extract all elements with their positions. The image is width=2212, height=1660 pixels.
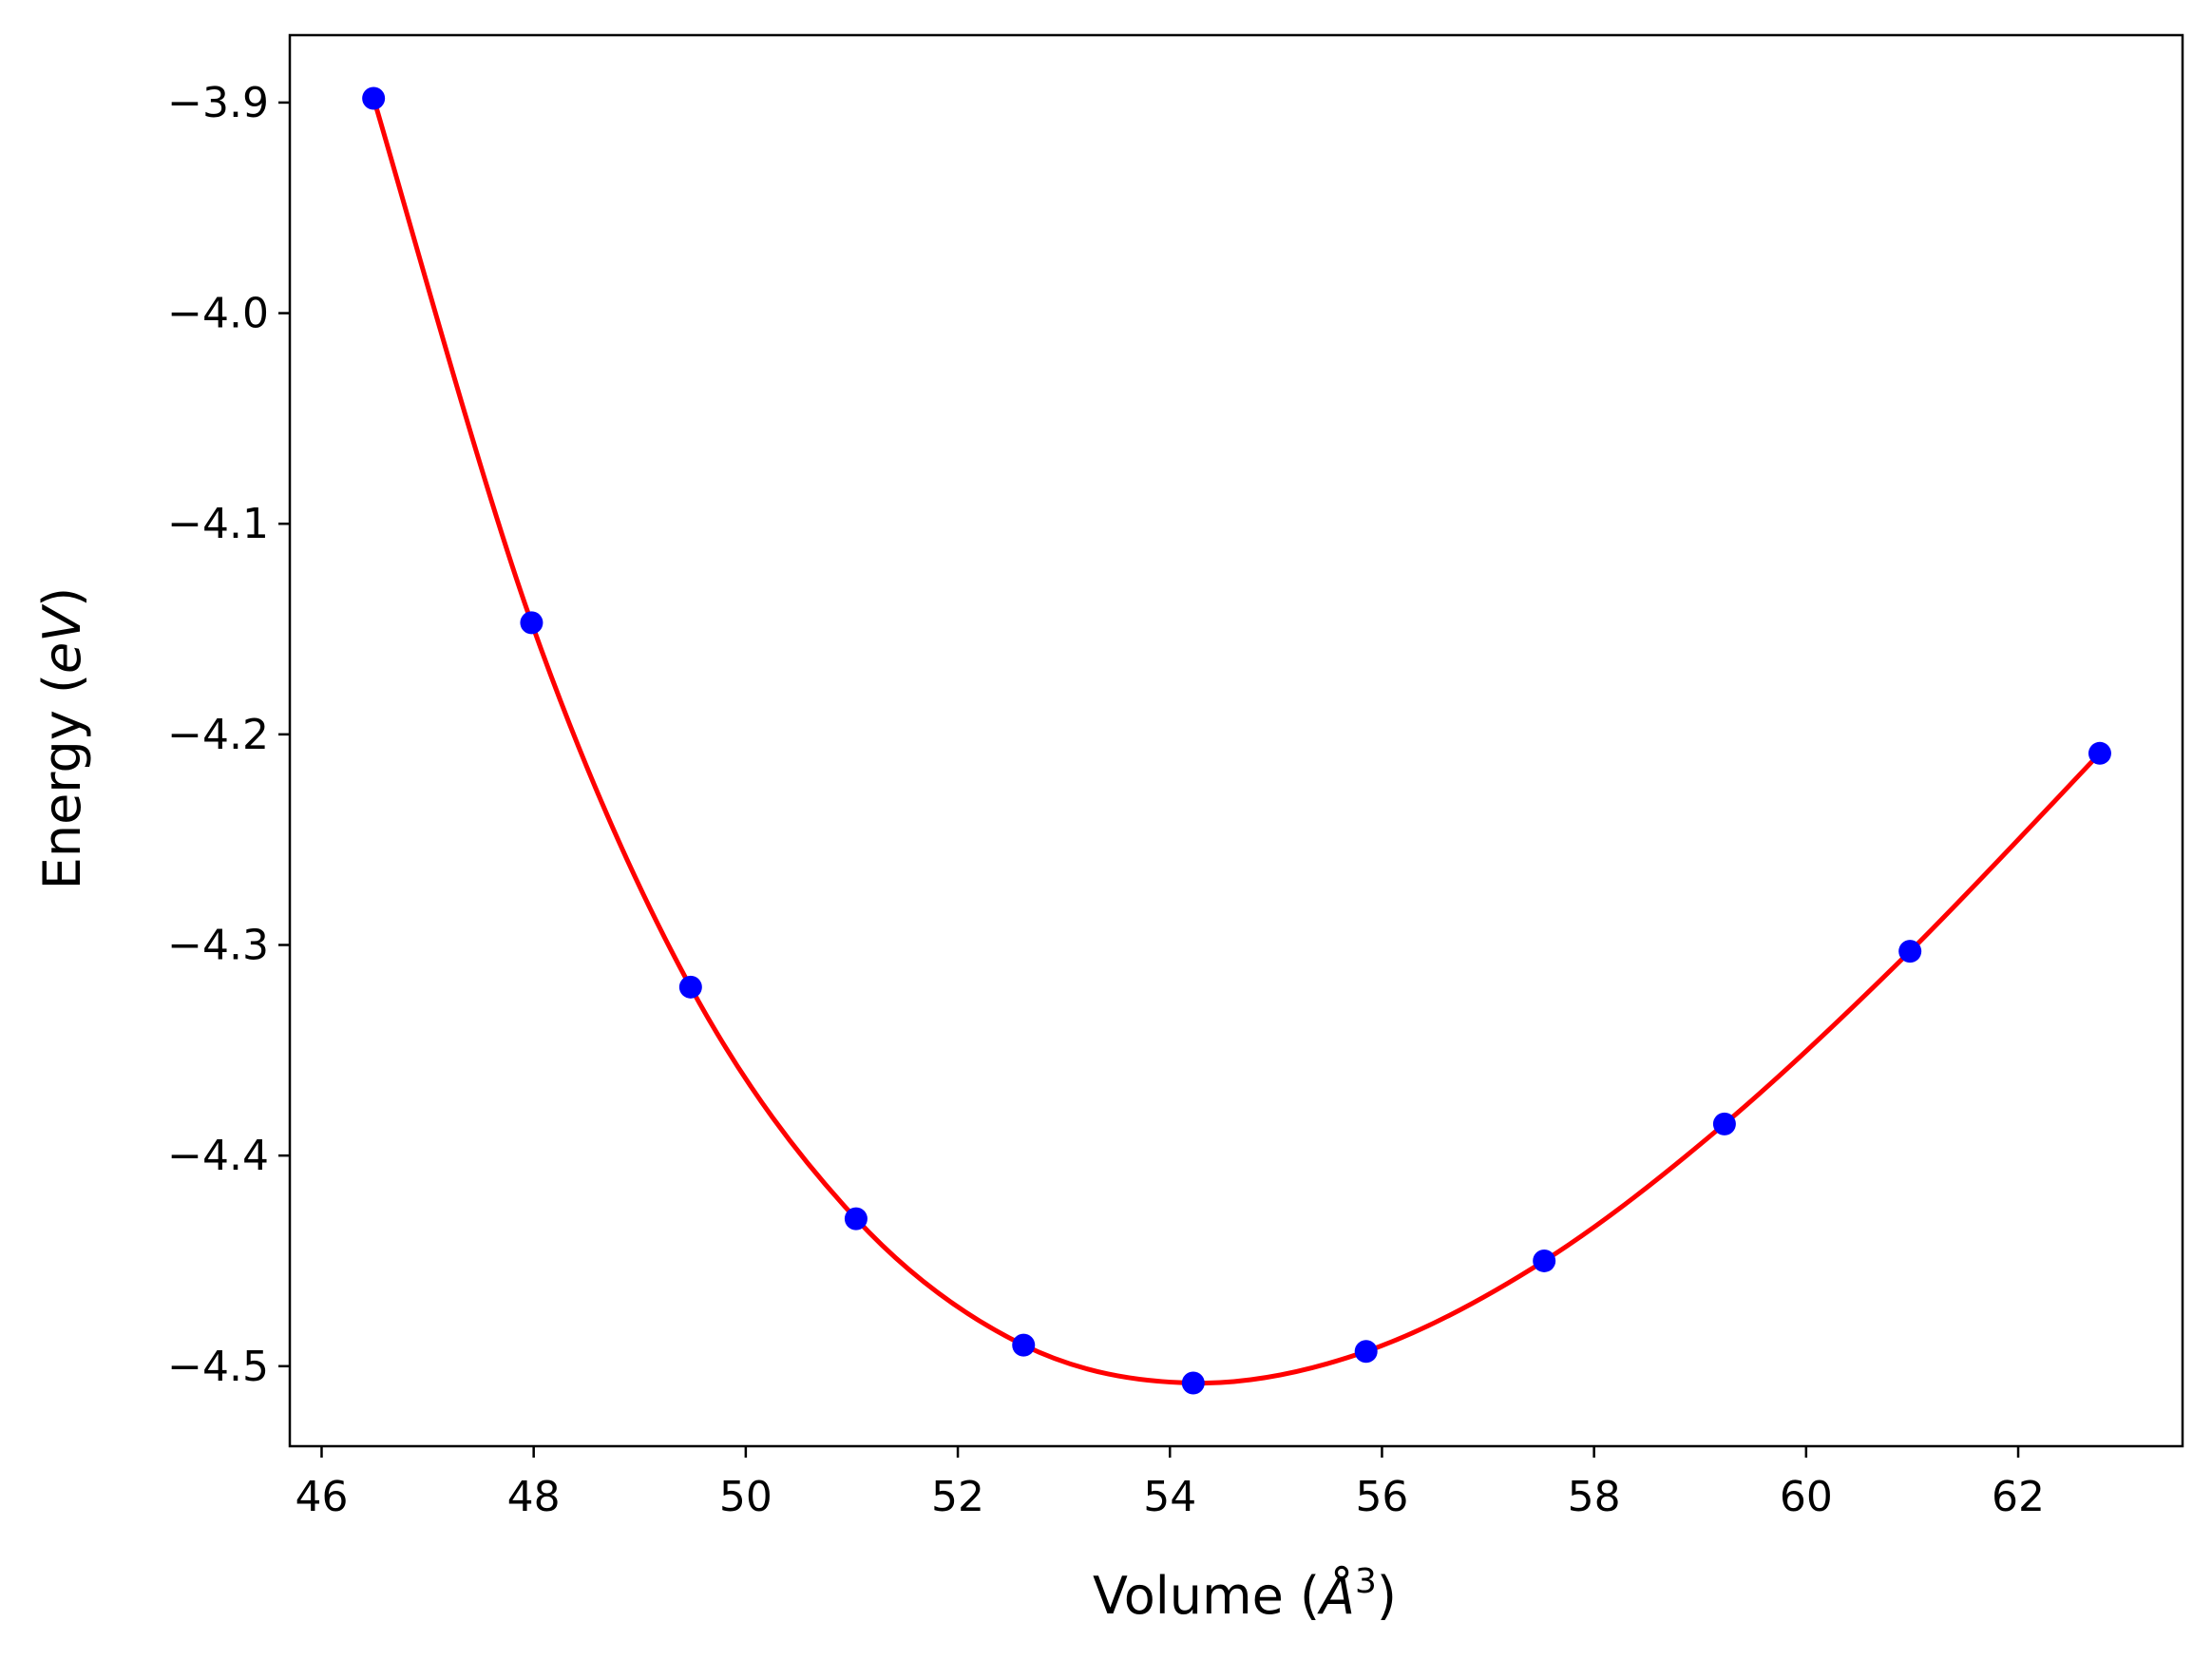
y-axis-ticks: −3.9 −4.0 −4.1 −4.2 −4.3 −4.4 −4.5 bbox=[167, 79, 290, 1391]
data-point bbox=[1712, 1112, 1736, 1135]
data-point bbox=[1354, 1340, 1378, 1364]
x-axis-label: Volume (Å3) bbox=[1093, 1562, 1397, 1626]
x-tick-label: 50 bbox=[719, 1473, 772, 1521]
data-point bbox=[844, 1207, 868, 1231]
axes-frame bbox=[288, 33, 2184, 1448]
y-tick-label: −3.9 bbox=[167, 79, 269, 127]
fit-curve-line bbox=[371, 97, 2102, 1386]
data-points-layer bbox=[362, 86, 2111, 1395]
x-tick-label: 46 bbox=[295, 1473, 348, 1521]
y-tick-label: −4.2 bbox=[167, 711, 269, 759]
data-point bbox=[2088, 741, 2111, 765]
data-point bbox=[678, 975, 702, 999]
x-tick-label: 58 bbox=[1568, 1473, 1621, 1521]
data-point bbox=[1012, 1333, 1036, 1357]
y-tick-label: −4.5 bbox=[167, 1343, 269, 1391]
x-tick-label: 48 bbox=[507, 1473, 561, 1521]
y-tick-label: −4.1 bbox=[167, 500, 269, 548]
y-tick-label: −4.4 bbox=[167, 1132, 269, 1180]
x-tick-label: 52 bbox=[931, 1473, 984, 1521]
x-tick-label: 56 bbox=[1355, 1473, 1408, 1521]
data-point bbox=[1181, 1371, 1205, 1395]
plot-area bbox=[362, 86, 2111, 1395]
data-point bbox=[520, 611, 543, 635]
y-axis-label: Energy (eV) bbox=[32, 587, 92, 890]
x-axis-ticks: 46 48 50 52 54 56 58 60 62 bbox=[295, 1446, 2045, 1521]
x-tick-label: 62 bbox=[1992, 1473, 2045, 1521]
data-point bbox=[1533, 1249, 1556, 1272]
y-tick-label: −4.3 bbox=[167, 921, 269, 969]
fit-curve-layer bbox=[371, 97, 2102, 1386]
data-point bbox=[1898, 940, 1922, 964]
y-tick-label: −4.0 bbox=[167, 290, 269, 338]
data-point bbox=[362, 86, 386, 110]
x-tick-label: 54 bbox=[1143, 1473, 1196, 1521]
x-tick-label: 60 bbox=[1780, 1473, 1833, 1521]
